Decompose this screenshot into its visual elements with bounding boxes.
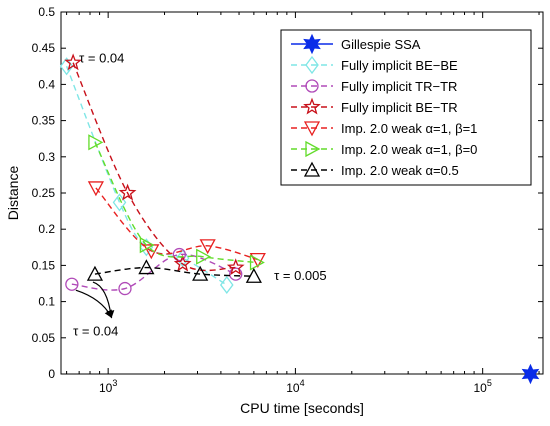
y-tick-label: 0 [48, 367, 55, 381]
data-point [139, 237, 155, 254]
legend-marker [303, 161, 321, 177]
y-tick-label: 0.5 [38, 5, 55, 19]
series-line [71, 253, 236, 291]
x-tick-label: 105 [473, 378, 491, 395]
legend-marker [305, 79, 319, 93]
y-tick-label: 0.35 [32, 114, 56, 128]
legend-marker [303, 97, 321, 115]
y-axis-label: Distance [5, 166, 21, 221]
data-point [65, 277, 79, 291]
series-layer [59, 53, 540, 385]
data-point [196, 248, 212, 265]
axis-ticks: 0 0.05 0.1 0.15 0.2 0.25 0.3 0.35 0.4 0.45 0.5 103 1… [32, 5, 543, 395]
annotation-tau-small: τ = 0.005 [274, 268, 326, 283]
series-2 [65, 247, 243, 296]
data-point [192, 265, 209, 281]
annotations: τ = 0.04 τ = 0.005 τ = 0.04 [73, 50, 326, 338]
series-0 [521, 363, 540, 385]
y-tick-label: 0.45 [32, 41, 56, 55]
series-line [94, 266, 254, 277]
legend-entry: Imp. 2.0 weak α=0.5 [291, 161, 459, 178]
annotation-arrow [92, 281, 115, 319]
legend-entry: Gillespie SSA [291, 33, 421, 55]
series-line [72, 62, 236, 272]
data-point [245, 267, 262, 283]
data-point [112, 193, 127, 212]
data-point [172, 247, 186, 262]
annotation-tau-arrow: τ = 0.04 [73, 324, 118, 339]
data-point [229, 267, 243, 281]
y-tick-label: 0.05 [32, 331, 56, 345]
series-5 [88, 134, 265, 271]
legend-marker [305, 140, 321, 158]
data-point [199, 239, 216, 255]
x-tick-label: 103 [99, 378, 117, 395]
legend-marker [305, 55, 319, 75]
data-point [88, 134, 104, 151]
data-point [226, 258, 245, 276]
y-tick-label: 0.1 [38, 295, 55, 309]
legend: Gillespie SSA Fully implicit BE−BE Fully i… [280, 29, 532, 186]
data-point [118, 183, 137, 201]
y-tick-label: 0.3 [38, 150, 55, 164]
series-3 [64, 53, 245, 276]
data-point [118, 281, 132, 296]
legend-entry: Fully implicit TR−TR [291, 79, 457, 94]
data-point [249, 254, 265, 271]
legend-label: Gillespie SSA [341, 37, 421, 52]
legend-label: Fully implicit BE−BE [341, 58, 458, 73]
data-point [173, 254, 192, 272]
annotation-tau-large: τ = 0.04 [79, 50, 124, 65]
legend-label: Fully implicit BE−TR [341, 100, 458, 115]
legend-entry: Imp. 2.0 weak α=1, β=0 [291, 140, 477, 158]
data-point [219, 275, 234, 295]
series-line [95, 187, 259, 261]
legend-entry: Fully implicit BE−TR [291, 97, 458, 115]
data-point [175, 249, 190, 268]
series-6 [86, 259, 262, 283]
legend-label: Imp. 2.0 weak α=0.5 [341, 163, 459, 178]
x-tick-label: 104 [286, 378, 304, 395]
legend-entry: Fully implicit BE−BE [291, 55, 458, 75]
legend-entry: Imp. 2.0 weak α=1, β=1 [291, 121, 477, 137]
data-point [86, 265, 104, 281]
y-tick-label: 0.25 [32, 186, 56, 200]
series-line [94, 142, 257, 264]
legend-marker [303, 121, 321, 137]
series-4 [87, 181, 266, 268]
legend-label: Imp. 2.0 weak α=1, β=1 [341, 121, 477, 136]
data-point [87, 181, 104, 197]
data-point [521, 363, 540, 385]
legend-label: Fully implicit TR−TR [341, 79, 457, 94]
x-axis-label: CPU time [seconds] [240, 400, 364, 416]
y-tick-label: 0.2 [38, 222, 55, 236]
series-line [65, 66, 228, 286]
data-point [138, 259, 155, 275]
legend-marker [303, 33, 321, 55]
y-tick-label: 0.4 [38, 77, 55, 91]
legend-label: Imp. 2.0 weak α=1, β=0 [341, 142, 477, 157]
data-point [64, 53, 82, 71]
data-point [249, 252, 266, 268]
y-tick-label: 0.15 [32, 258, 56, 272]
